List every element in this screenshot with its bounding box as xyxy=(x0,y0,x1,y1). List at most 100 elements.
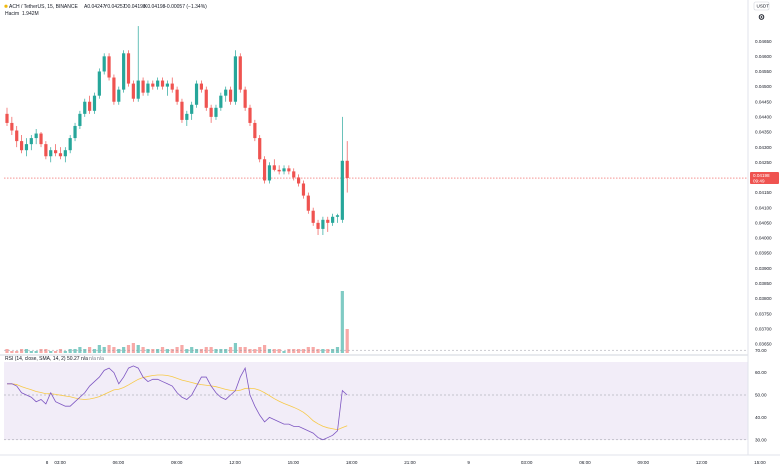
candle-body xyxy=(10,122,14,131)
volume-bar xyxy=(180,345,184,353)
volume-bar xyxy=(156,349,160,353)
candle-body xyxy=(175,89,179,102)
price-tick-label: 0.04250 xyxy=(755,160,772,165)
volume-bar xyxy=(228,347,233,353)
candle-body xyxy=(238,56,242,90)
time-tick-label: 03:00 xyxy=(521,460,533,465)
rsi-ma-line xyxy=(7,374,348,431)
volume-bar xyxy=(78,347,82,353)
time-tick-label: 06:00 xyxy=(579,460,591,465)
candle-body xyxy=(19,141,24,151)
volume-bar xyxy=(170,349,174,353)
volume-bar xyxy=(92,349,97,353)
volume-bar xyxy=(141,347,145,353)
rsi-tick-label: 70.00 xyxy=(755,348,767,353)
volume-bar xyxy=(316,349,320,353)
currency-button[interactable] xyxy=(753,1,770,11)
candle-body xyxy=(335,215,340,217)
rsi-tick-label: 40.00 xyxy=(755,415,767,420)
price-tick-label: 0.04450 xyxy=(755,99,772,104)
volume-bar xyxy=(219,349,223,353)
candle-body xyxy=(117,89,121,102)
candle-body xyxy=(5,113,9,123)
volume-bar xyxy=(185,349,189,353)
volume-bar xyxy=(151,349,155,353)
time-tick-label: 15:00 xyxy=(754,460,766,465)
candle-body xyxy=(146,83,150,93)
ohlc-low: D0.04198 xyxy=(124,4,146,10)
price-tick-label: 0.04150 xyxy=(755,190,772,195)
time-tick-label: 06:00 xyxy=(113,460,125,465)
candle-body xyxy=(277,169,281,172)
ohlc-open: A0.04247 xyxy=(84,4,106,10)
volume-bar xyxy=(97,345,101,353)
time-axis[interactable]: 8 03:00 06:00 09:00 12:00 15:00 18:00 21:00 9 03:… xyxy=(46,460,766,465)
price-tick-label: 0.03950 xyxy=(755,251,772,256)
candle-body xyxy=(340,160,344,220)
price-tick-label: 0.04000 xyxy=(755,236,772,241)
candle-body xyxy=(345,160,349,179)
ohlc-high: Y0.04257 xyxy=(104,4,126,10)
candle-body xyxy=(102,56,106,72)
volume-label[interactable]: Hacim xyxy=(5,11,19,17)
rsi-axis[interactable]: 70.00 60.00 50.00 40.00 30.00 xyxy=(755,348,767,443)
candle-body xyxy=(156,80,160,87)
volume-bar xyxy=(19,349,24,353)
volume-bar xyxy=(287,349,291,353)
last-price-countdown: 09:49 xyxy=(753,178,765,183)
rsi-tick-label: 50.00 xyxy=(755,393,767,398)
candle-body xyxy=(272,165,276,170)
symbol-title[interactable]: ACH / TetherUS, 15, BINANCE xyxy=(9,4,78,10)
volume-bar xyxy=(68,349,72,353)
volume-bar xyxy=(83,349,87,353)
last-price-label xyxy=(750,172,779,185)
candle-body xyxy=(44,144,48,157)
rsi-layer xyxy=(4,349,748,441)
candle-body xyxy=(136,80,140,99)
price-tick-label: 0.04300 xyxy=(755,145,772,150)
volume-bar xyxy=(224,349,228,353)
volume-bar xyxy=(39,349,43,353)
candle-body xyxy=(112,77,116,102)
rsi-band xyxy=(4,362,748,440)
candle-body xyxy=(15,130,19,142)
candle-body xyxy=(306,195,310,211)
price-tick-label: 0.04600 xyxy=(755,54,772,59)
candle-body xyxy=(262,159,267,181)
candle-body xyxy=(29,138,33,145)
candle-body xyxy=(24,144,29,151)
time-tick-label: 09:00 xyxy=(171,460,183,465)
volume-bar xyxy=(73,349,77,353)
candle-body xyxy=(68,138,72,151)
price-axis[interactable]: 0.04650 0.04600 0.04550 0.04500 0.04450 0.044… xyxy=(755,39,772,347)
volume-bar xyxy=(258,347,262,353)
candle-body xyxy=(39,133,43,145)
candle-body xyxy=(88,101,92,111)
volume-bar xyxy=(126,345,131,353)
time-tick-label: 18:00 xyxy=(346,460,358,465)
candle-body xyxy=(49,150,53,157)
price-tick-label: 0.03700 xyxy=(755,326,772,331)
rsi-label[interactable]: RSI (14, close, SMA, 14, 2) xyxy=(5,356,66,362)
volume-bar xyxy=(165,349,169,353)
candle-body xyxy=(78,113,82,126)
time-tick-label: 12:00 xyxy=(696,460,708,465)
gear-icon[interactable] xyxy=(758,14,765,20)
volume-bar xyxy=(160,347,165,353)
candle-body xyxy=(243,89,247,108)
rsi-value: 50.27 xyxy=(67,356,80,362)
volume-value: 1.942M xyxy=(22,11,39,17)
volume-bar xyxy=(63,351,67,353)
volume-bar xyxy=(44,349,48,353)
candle-body xyxy=(209,107,213,117)
candle-body xyxy=(160,80,165,87)
time-tick-label: 15:00 xyxy=(288,460,300,465)
candle-body xyxy=(311,210,315,223)
volume-bar xyxy=(34,351,38,353)
volume-bar xyxy=(233,343,238,353)
volume-bar xyxy=(253,349,257,353)
candle-body xyxy=(131,83,135,99)
last-price-value: 0.04198 xyxy=(753,173,770,178)
candle-body xyxy=(292,171,296,178)
